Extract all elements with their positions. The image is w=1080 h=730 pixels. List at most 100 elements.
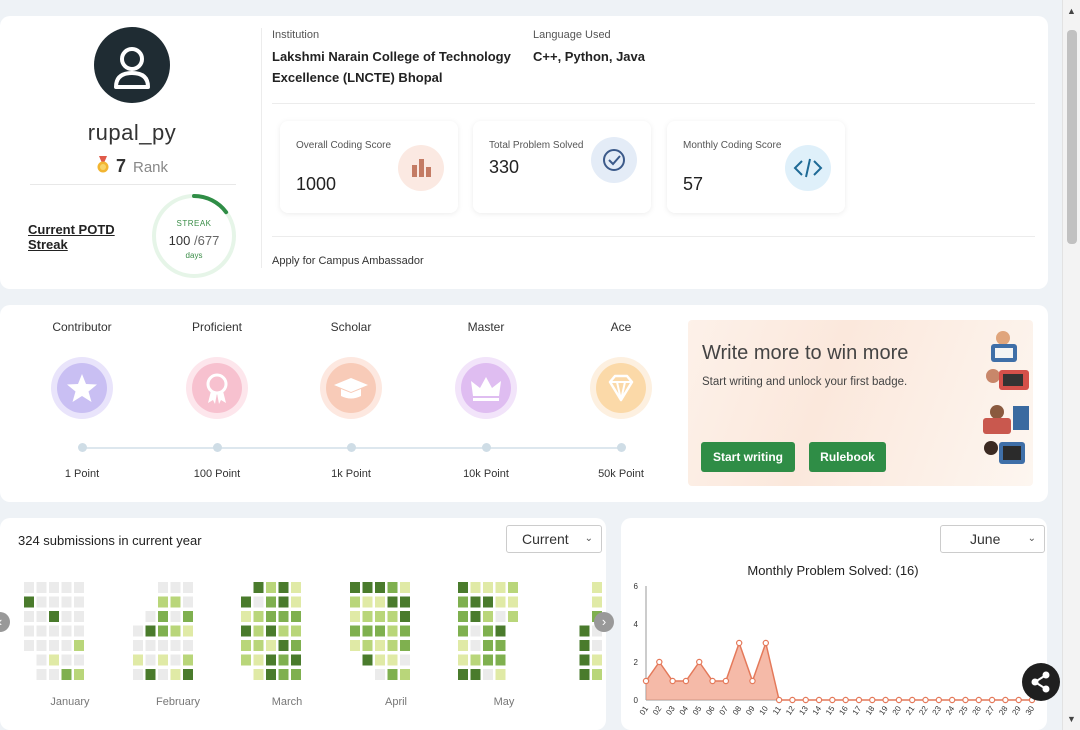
heatmap-cell[interactable] [183,640,193,651]
heatmap-cell[interactable] [49,640,59,651]
heatmap-cell[interactable] [170,611,181,622]
heatmap-cell[interactable] [278,625,289,637]
heatmap-cell[interactable] [253,596,264,608]
heatmap-cell[interactable] [592,640,602,651]
heatmap-cell[interactable] [291,611,301,622]
heatmap-cell[interactable] [470,654,481,666]
heatmap-cell[interactable] [470,669,481,680]
heatmap-cell[interactable] [49,625,59,637]
heatmap-cell[interactable] [350,625,360,637]
heatmap-cell[interactable] [183,654,193,666]
heatmap-cell[interactable] [49,611,59,622]
heatmap-cell[interactable] [266,582,276,593]
heatmap-cell[interactable] [400,582,410,593]
heatmap-cell[interactable] [61,625,72,637]
heatmap-cell[interactable] [362,611,373,622]
heatmap-cell[interactable] [183,611,193,622]
heatmap-cell[interactable] [375,640,385,651]
heatmap-cell[interactable] [253,669,264,680]
heatmap-cell[interactable] [470,640,481,651]
heatmap-cell[interactable] [170,625,181,637]
year-select[interactable]: Current ⌄ [506,525,602,553]
heatmap-cell[interactable] [458,596,468,608]
heatmap-cell[interactable] [61,582,72,593]
heatmap-cell[interactable] [375,625,385,637]
heatmap-cell[interactable] [145,669,156,680]
heatmap-cell[interactable] [387,625,398,637]
heatmap-cell[interactable] [470,582,481,593]
heatmap-cell[interactable] [24,611,34,622]
heatmap-cell[interactable] [495,640,506,651]
heatmap-cell[interactable] [387,582,398,593]
heatmap-cell[interactable] [183,596,193,608]
heatmap-cell[interactable] [241,596,251,608]
heatmap-cell[interactable] [483,582,493,593]
heatmap-cell[interactable] [362,596,373,608]
heatmap-cell[interactable] [278,611,289,622]
heatmap-cell[interactable] [495,582,506,593]
rulebook-button[interactable]: Rulebook [809,442,886,472]
heatmap-cell[interactable] [266,625,276,637]
heatmap-cell[interactable] [508,596,518,608]
heatmap-cell[interactable] [49,596,59,608]
heatmap-cell[interactable] [158,625,168,637]
scrollbar[interactable]: ▲ ▼ [1062,0,1080,730]
heatmap-cell[interactable] [278,596,289,608]
heatmap-cell[interactable] [362,654,373,666]
heatmap-cell[interactable] [470,596,481,608]
heatmap-cell[interactable] [387,654,398,666]
scrollbar-thumb[interactable] [1067,30,1077,244]
heatmap-prev-button[interactable]: ‹ [0,612,10,632]
heatmap-cell[interactable] [350,582,360,593]
heatmap-cell[interactable] [183,669,193,680]
heatmap-cell[interactable] [74,611,84,622]
heatmap-cell[interactable] [495,611,506,622]
heatmap-cell[interactable] [158,640,168,651]
heatmap-cell[interactable] [375,582,385,593]
heatmap-cell[interactable] [133,640,143,651]
heatmap-cell[interactable] [183,582,193,593]
heatmap-cell[interactable] [158,654,168,666]
heatmap-next-button[interactable]: › [594,612,614,632]
heatmap-cell[interactable] [61,669,72,680]
heatmap-cell[interactable] [74,654,84,666]
heatmap-cell[interactable] [278,582,289,593]
scroll-up-icon[interactable]: ▲ [1067,6,1076,16]
heatmap-cell[interactable] [158,596,168,608]
heatmap-cell[interactable] [170,640,181,651]
heatmap-cell[interactable] [158,669,168,680]
heatmap-cell[interactable] [495,596,506,608]
heatmap-cell[interactable] [253,611,264,622]
heatmap-cell[interactable] [36,669,47,680]
badge-ace[interactable] [590,357,652,419]
heatmap-cell[interactable] [291,669,301,680]
heatmap-cell[interactable] [145,625,156,637]
heatmap-cell[interactable] [400,611,410,622]
heatmap-cell[interactable] [170,596,181,608]
heatmap-cell[interactable] [170,669,181,680]
heatmap-cell[interactable] [458,611,468,622]
heatmap-cell[interactable] [387,640,398,651]
heatmap-cell[interactable] [24,625,34,637]
heatmap-cell[interactable] [253,640,264,651]
heatmap-cell[interactable] [74,582,84,593]
potd-streak-link[interactable]: Current POTD Streak [28,222,115,252]
heatmap-cell[interactable] [483,640,493,651]
heatmap-cell[interactable] [74,596,84,608]
heatmap-cell[interactable] [61,654,72,666]
heatmap-cell[interactable] [170,582,181,593]
heatmap-cell[interactable] [592,669,602,680]
heatmap-cell[interactable] [133,654,143,666]
badge-contributor[interactable] [51,357,113,419]
heatmap-cell[interactable] [362,640,373,651]
heatmap-cell[interactable] [49,654,59,666]
heatmap-cell[interactable] [400,654,410,666]
heatmap-cell[interactable] [266,640,276,651]
heatmap-cell[interactable] [291,654,301,666]
heatmap-cell[interactable] [350,611,360,622]
heatmap-cell[interactable] [49,582,59,593]
heatmap-cell[interactable] [241,654,251,666]
heatmap-cell[interactable] [24,596,34,608]
heatmap-cell[interactable] [291,640,301,651]
heatmap-cell[interactable] [350,640,360,651]
